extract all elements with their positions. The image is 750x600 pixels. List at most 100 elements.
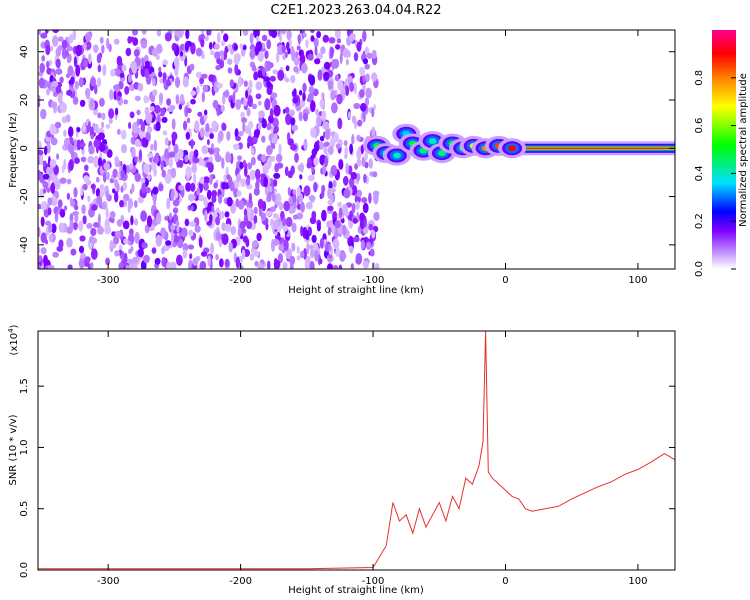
noise-speckle — [69, 33, 74, 44]
snr-y-tick-label: 0.5 — [19, 501, 30, 517]
noise-speckle — [119, 200, 124, 208]
noise-speckle — [368, 223, 374, 231]
noise-speckle — [323, 146, 328, 155]
noise-speckle — [82, 183, 88, 191]
noise-speckle — [313, 181, 318, 193]
colorbar-tick-label: 0.4 — [694, 165, 705, 181]
noise-speckle — [110, 69, 116, 77]
noise-speckle — [220, 30, 224, 34]
noise-speckle — [307, 53, 314, 61]
noise-speckle — [273, 179, 278, 187]
noise-speckle — [87, 195, 91, 203]
noise-speckle — [226, 131, 231, 141]
noise-speckle — [308, 195, 316, 201]
noise-speckle — [189, 221, 196, 227]
noise-speckle — [48, 233, 54, 243]
signal-burst — [392, 152, 401, 159]
noise-speckle — [206, 162, 213, 168]
noise-speckle — [242, 30, 249, 36]
spectrogram-y-ticks: -40 -20 0 20 40 — [19, 45, 675, 253]
noise-speckle — [347, 214, 353, 221]
noise-speckle — [99, 36, 104, 44]
noise-speckle — [371, 229, 376, 239]
noise-speckle — [351, 115, 357, 124]
noise-speckle — [323, 142, 328, 148]
noise-speckle — [149, 106, 155, 112]
noise-speckle — [47, 264, 55, 269]
noise-speckle — [58, 222, 65, 233]
noise-speckle — [61, 39, 68, 49]
noise-speckle — [127, 258, 133, 265]
noise-speckle — [282, 225, 288, 232]
noise-speckle — [143, 96, 150, 103]
noise-speckle — [78, 77, 84, 88]
noise-speckle — [117, 171, 122, 180]
noise-speckle — [153, 155, 160, 164]
noise-speckle — [65, 114, 71, 123]
noise-speckle — [215, 231, 221, 242]
noise-speckle — [120, 129, 127, 140]
noise-speckle — [299, 99, 306, 108]
noise-speckle — [351, 202, 356, 214]
signal-band — [503, 147, 675, 149]
noise-speckle — [216, 82, 223, 89]
snr-x-tick-label: -200 — [229, 576, 252, 587]
noise-speckle — [78, 258, 85, 269]
noise-speckle — [319, 135, 325, 142]
noise-speckle — [247, 162, 253, 170]
noise-speckle — [39, 62, 45, 74]
noise-speckle — [171, 42, 177, 52]
noise-speckle — [153, 139, 158, 152]
noise-speckle — [234, 53, 241, 59]
spectrogram-y-tick-label: 0 — [19, 145, 30, 151]
noise-speckle — [359, 89, 365, 98]
noise-speckle — [194, 225, 201, 233]
noise-speckle — [303, 140, 307, 150]
noise-speckle — [52, 251, 59, 258]
noise-speckle — [46, 60, 50, 69]
noise-speckle — [253, 239, 259, 248]
noise-speckle — [98, 142, 106, 152]
noise-speckle — [325, 242, 329, 252]
spectrogram-x-ticks: -300 -200 -100 0 100 — [97, 30, 647, 286]
noise-speckle — [199, 260, 207, 269]
snr-x-label: Height of straight line (km) — [288, 585, 424, 596]
noise-speckle — [251, 103, 257, 110]
noise-speckle — [199, 176, 205, 184]
noise-speckle — [193, 149, 199, 159]
chart-title: C2E1.2023.263.04.04.R22 — [270, 3, 441, 18]
noise-speckle — [343, 140, 348, 147]
noise-speckle — [285, 248, 293, 260]
noise-speckle — [161, 256, 167, 268]
noise-speckle — [356, 149, 362, 160]
noise-speckle — [79, 142, 86, 148]
noise-speckle — [130, 215, 134, 226]
noise-speckle — [161, 169, 166, 178]
noise-speckle — [229, 79, 234, 88]
noise-speckle — [353, 52, 359, 62]
noise-speckle — [141, 242, 148, 249]
noise-speckle — [201, 160, 206, 168]
noise-speckle — [185, 166, 192, 178]
noise-speckle — [166, 197, 171, 210]
noise-speckle — [255, 168, 261, 180]
noise-speckle — [200, 33, 205, 40]
noise-speckle — [303, 112, 308, 122]
snr-y-tick-label: 0.0 — [19, 562, 30, 578]
noise-speckle — [173, 143, 179, 154]
noise-speckle — [249, 169, 257, 181]
noise-speckle — [72, 30, 77, 41]
noise-speckle — [130, 36, 135, 42]
noise-speckle — [323, 71, 330, 81]
noise-speckle — [316, 222, 321, 232]
noise-speckle — [373, 211, 380, 221]
noise-speckle — [296, 246, 300, 254]
noise-speckle — [82, 215, 87, 225]
noise-speckle — [303, 185, 311, 197]
noise-speckle — [53, 164, 59, 176]
noise-speckle — [258, 122, 262, 131]
noise-speckle — [289, 262, 294, 269]
noise-speckle — [253, 215, 258, 224]
noise-speckle — [74, 205, 79, 211]
noise-speckle — [134, 231, 140, 244]
